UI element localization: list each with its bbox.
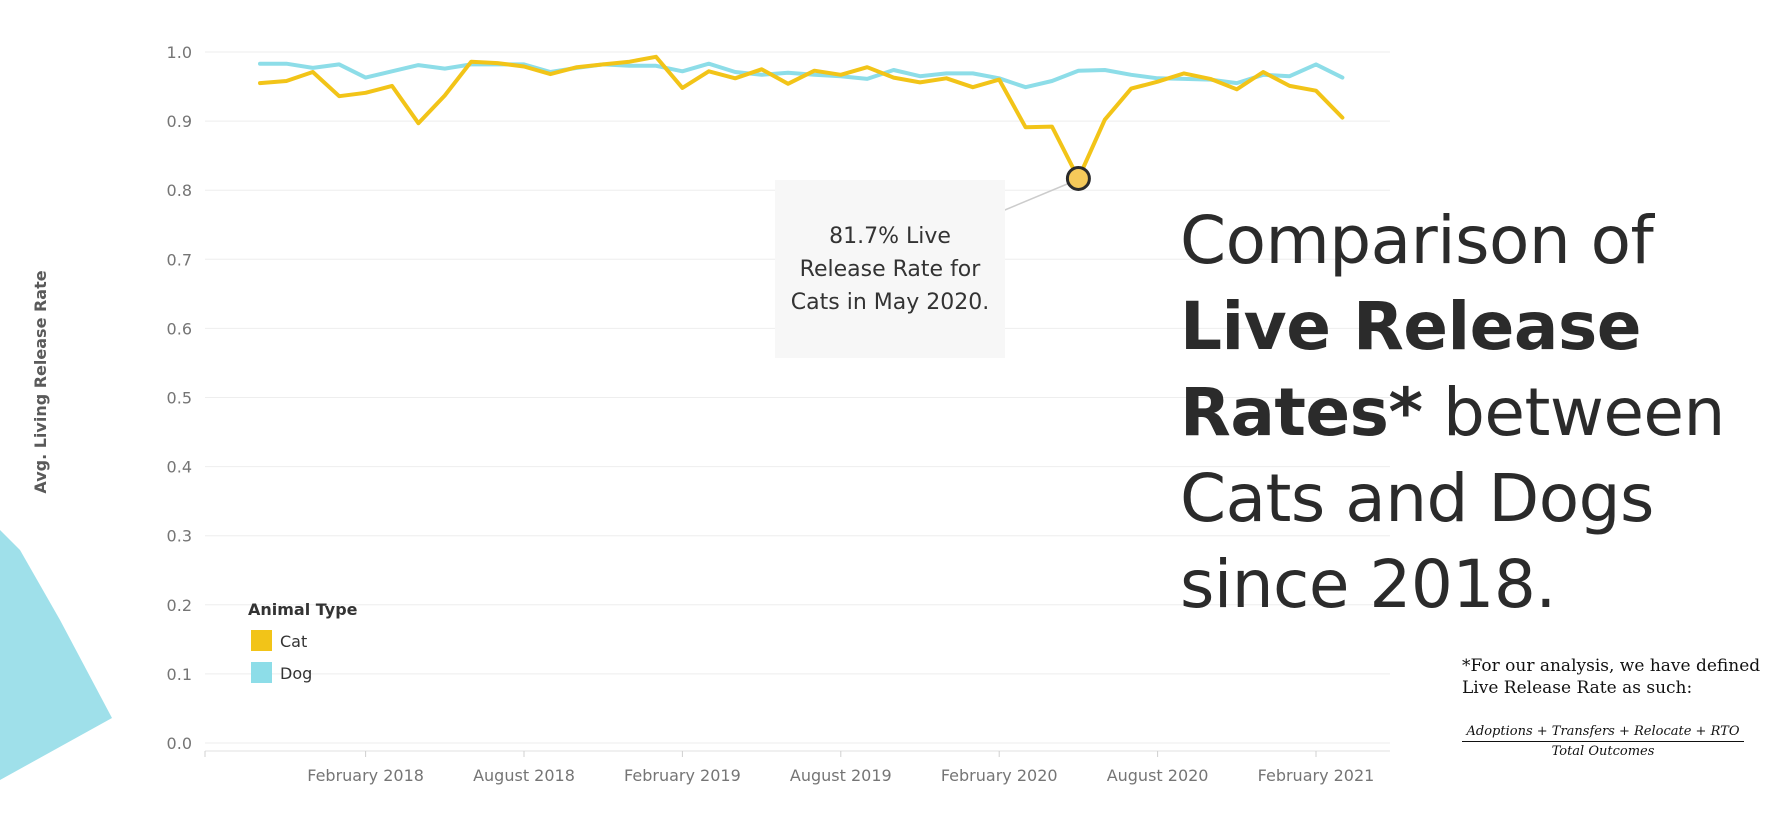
y-tick-label: 0.9 xyxy=(167,112,192,131)
x-tick-label: February 2021 xyxy=(1258,766,1375,785)
decorative-cyan-shape xyxy=(0,530,112,780)
headline-line-4: Cats and Dogs xyxy=(1180,460,1654,537)
legend-label-cat: Cat xyxy=(280,632,307,651)
legend: Animal Type Cat Dog xyxy=(248,600,358,683)
highlight-marker xyxy=(1065,165,1091,191)
y-tick-label: 0.2 xyxy=(167,596,192,615)
headline-line-5: since 2018. xyxy=(1180,546,1556,623)
y-tick-label: 1.0 xyxy=(167,43,192,62)
headline-between: between xyxy=(1442,374,1725,451)
y-tick-label: 0.6 xyxy=(167,319,192,338)
legend-label-dog: Dog xyxy=(280,664,312,683)
series-line-cat xyxy=(258,54,1345,181)
y-tick-label: 0.5 xyxy=(167,389,192,408)
y-tick-label: 0.1 xyxy=(167,665,192,684)
x-tick-label: August 2018 xyxy=(473,766,575,785)
highlight-point[interactable] xyxy=(1065,165,1091,191)
callout-line-2: Release Rate for xyxy=(799,256,981,282)
legend-swatch-cat xyxy=(251,630,272,651)
callout-line-3: Cats in May 2020. xyxy=(790,289,990,315)
headline-bold-1: Live Release xyxy=(1180,288,1642,365)
callout-leader-line xyxy=(999,181,1073,213)
y-tick-label: 0.7 xyxy=(167,250,192,269)
footnote-line-2: Live Release Rate as such: xyxy=(1462,678,1693,698)
formula-numerator: Adoptions + Transfers + Relocate + RTO xyxy=(1462,724,1744,742)
y-tick-label: 0.3 xyxy=(167,527,192,546)
x-tick-label: February 2019 xyxy=(624,766,741,785)
headline-line-3: Rates* between xyxy=(1180,370,1760,456)
headline-bold-2: Rates* xyxy=(1180,374,1423,451)
footnote-line-1: *For our analysis, we have defined xyxy=(1462,656,1761,676)
y-tick-label: 0.4 xyxy=(167,458,192,477)
callout-annotation: 81.7% Live Release Rate for Cats in May … xyxy=(775,180,1005,358)
x-tick-label: August 2019 xyxy=(790,766,892,785)
headline: Comparison of Live Release Rates* betwee… xyxy=(1180,198,1760,628)
footnote: *For our analysis, we have defined Live … xyxy=(1462,655,1762,699)
y-tick-label: 0.0 xyxy=(167,734,192,753)
x-tick-label: February 2018 xyxy=(307,766,424,785)
y-axis-title: Avg. Living Release Rate xyxy=(31,270,50,493)
legend-swatch-dog xyxy=(251,662,272,683)
formula: Adoptions + Transfers + Relocate + RTO T… xyxy=(1462,724,1744,759)
callout-line-1: 81.7% Live xyxy=(829,223,951,249)
x-tick-label: August 2020 xyxy=(1107,766,1209,785)
headline-line-2: Live Release xyxy=(1180,284,1760,370)
headline-line-1: Comparison of xyxy=(1180,202,1654,279)
formula-denominator: Total Outcomes xyxy=(1551,744,1655,759)
x-tick-label: February 2020 xyxy=(941,766,1058,785)
series-lines xyxy=(258,54,1345,181)
legend-title: Animal Type xyxy=(248,600,358,619)
axes: 0.0 0.1 0.2 0.3 0.4 0.5 0.6 0.7 0.8 0.9 1.0 Februar… xyxy=(167,43,1390,785)
y-tick-label: 0.8 xyxy=(167,181,192,200)
